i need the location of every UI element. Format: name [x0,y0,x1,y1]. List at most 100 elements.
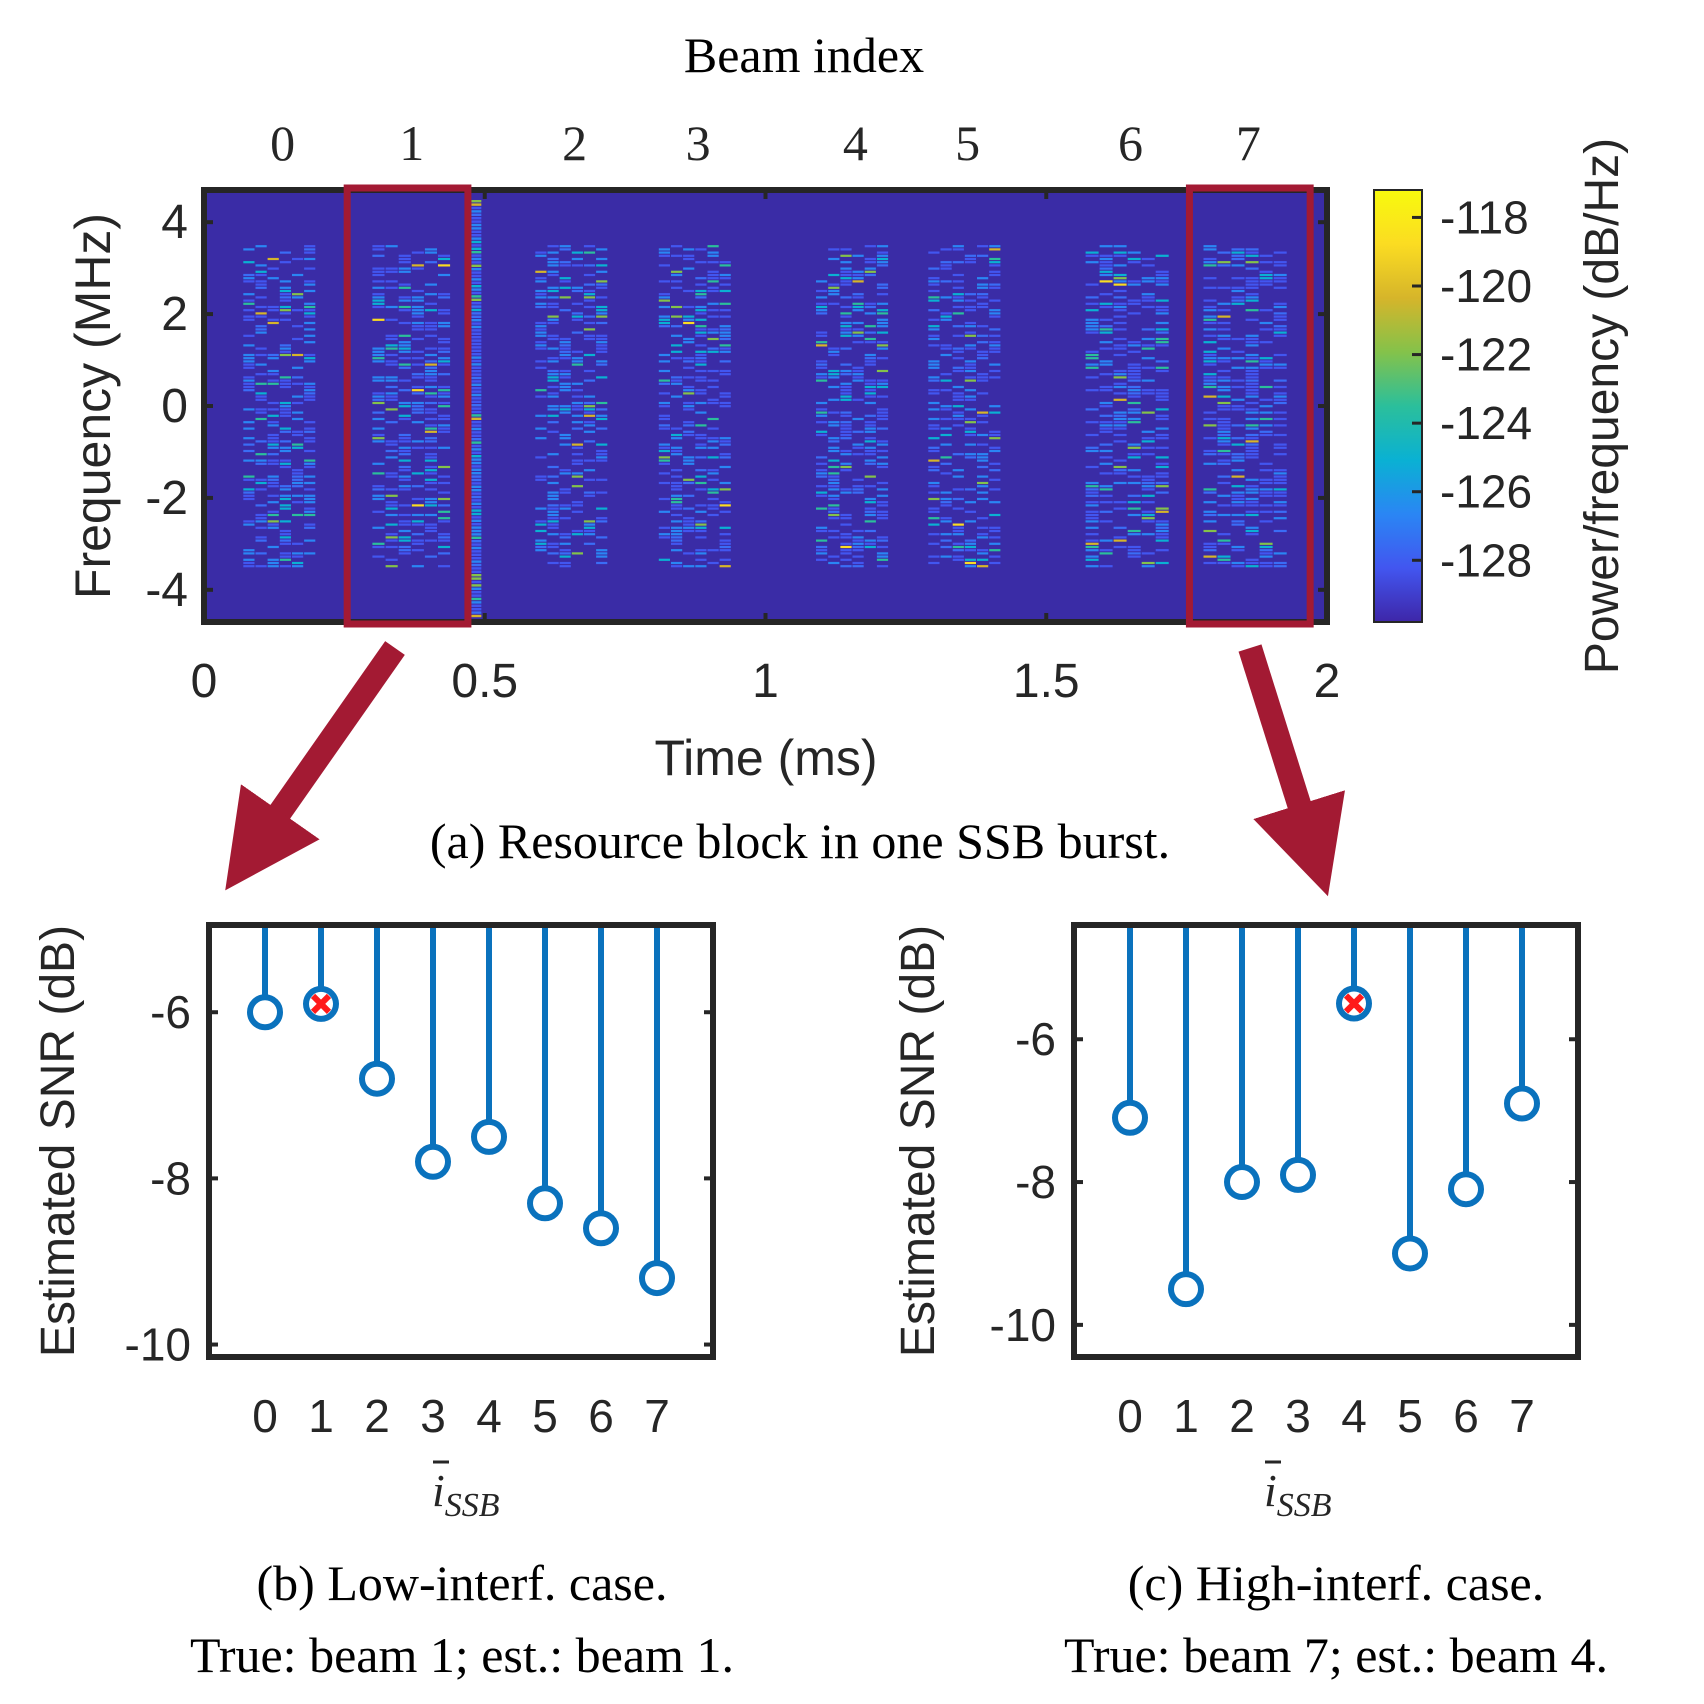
spectrogram-cell [852,561,864,565]
spectrogram-cell [1203,277,1217,280]
spectrogram-cell [424,373,437,376]
spectrogram-cell [279,261,291,264]
spectrogram-cell [952,475,964,478]
spectrogram-cell [928,459,940,462]
spectrogram-cell [840,430,852,433]
spectrogram-cell [1273,334,1287,337]
spectrogram-cell [707,369,719,373]
spectrogram-cell [977,305,989,309]
spectrogram-cell [695,369,707,373]
spectrogram-cell [828,283,840,286]
spectrogram-cell [1155,526,1169,529]
spectrogram-cell [1099,270,1113,273]
spectrogram-cell [1155,465,1169,469]
spectrogram-cell [989,542,1001,545]
spectrogram-cell [1231,549,1245,552]
spectrogram-cell [304,245,316,248]
spectrogram-cell [1273,328,1287,331]
spectrogram-cell [671,501,683,504]
interference-cell [471,567,482,570]
interference-cell [471,359,482,363]
spectrogram-cell [596,449,608,453]
spectrogram-cell [424,283,437,286]
spectrogram-cell [1231,459,1245,462]
spectrogram-cell [707,469,719,472]
spectrogram-cell [671,561,683,565]
spectrogram-cell [1259,321,1273,325]
spectrogram-cell [852,565,864,568]
spectrogram-cell [304,289,316,293]
spectrogram-cell [267,321,279,325]
spectrogram-cell [279,353,291,357]
spectrogram-cell [267,424,279,427]
spectrogram-cell [385,334,398,337]
spectrogram-cell [438,552,451,555]
interference-cell [471,349,482,352]
spectrogram-cell [695,389,707,392]
spectrogram-cell [279,289,291,293]
spectrogram-cell [596,417,608,421]
spectrogram-cell [1141,478,1155,481]
spectrogram-cell [1127,350,1141,353]
spectrogram-cell [372,379,385,382]
spectrogram-cell [876,513,889,517]
spectrogram-cell [1127,552,1141,555]
spectrogram-cell [304,421,316,424]
spectrogram-cell [876,325,889,328]
spectrogram-cell [1245,488,1259,491]
spectrogram-cell [1113,289,1127,293]
spectrogram-cell [816,312,828,315]
spectrogram-cell [547,357,559,360]
spectrogram-cell [1085,494,1099,497]
spectrogram-cell [304,539,316,542]
spectrogram-cell [398,270,411,273]
spectrogram-cell [864,395,876,398]
spectrogram-cell [1273,488,1287,491]
spectrogram-cell [535,520,547,523]
spectrogram-cell [940,248,952,251]
spectrogram-cell [571,552,583,555]
spectrogram-cell [1085,504,1099,507]
spectrogram-cell [828,481,840,485]
spectrogram-cell [547,465,559,469]
spectrogram-cell [559,517,571,520]
spectrogram-cell [547,264,559,267]
spectrogram-cell [828,488,840,491]
spectrogram-cell [1273,561,1287,565]
spectrogram-cell [671,494,683,497]
spectrogram-cell [695,283,707,286]
spectrogram-cell [424,446,437,449]
spectrogram-cell [1113,501,1127,504]
spectrogram-cell [559,507,571,510]
spectrogram-cell [864,273,876,277]
spectrogram-cell [671,565,683,568]
spectrogram-cell [571,395,583,398]
spectrogram-cell [671,376,683,379]
spectrogram-cell [255,520,267,523]
snr-tick-label: -6 [150,986,191,1038]
spectrogram-cell [940,280,952,283]
stem-marker [639,1260,675,1297]
spectrogram-cell [1273,510,1287,513]
spectrogram-cell [707,491,719,494]
interference-cell [471,400,482,403]
spectrogram-cell [1273,494,1287,497]
spectrogram-cell [243,497,255,501]
spectrogram-cell [658,536,670,539]
spectrogram-cell [719,510,731,513]
spectrogram-cell [438,254,451,257]
spectrogram-cell [438,481,451,485]
spectrogram-cell [583,520,596,523]
spectrogram-cell [1203,286,1217,289]
spectrogram-cell [977,286,989,289]
spectrogram-cell [1217,421,1231,424]
spectrogram-cell [1217,401,1231,405]
spectrogram-cell [411,472,424,475]
spectrogram-cell [658,325,670,328]
spectrogram-cell [1127,529,1141,533]
spectrogram-cell [559,277,571,280]
spectrogram-cell [707,245,719,248]
spectrogram-cell [940,433,952,437]
